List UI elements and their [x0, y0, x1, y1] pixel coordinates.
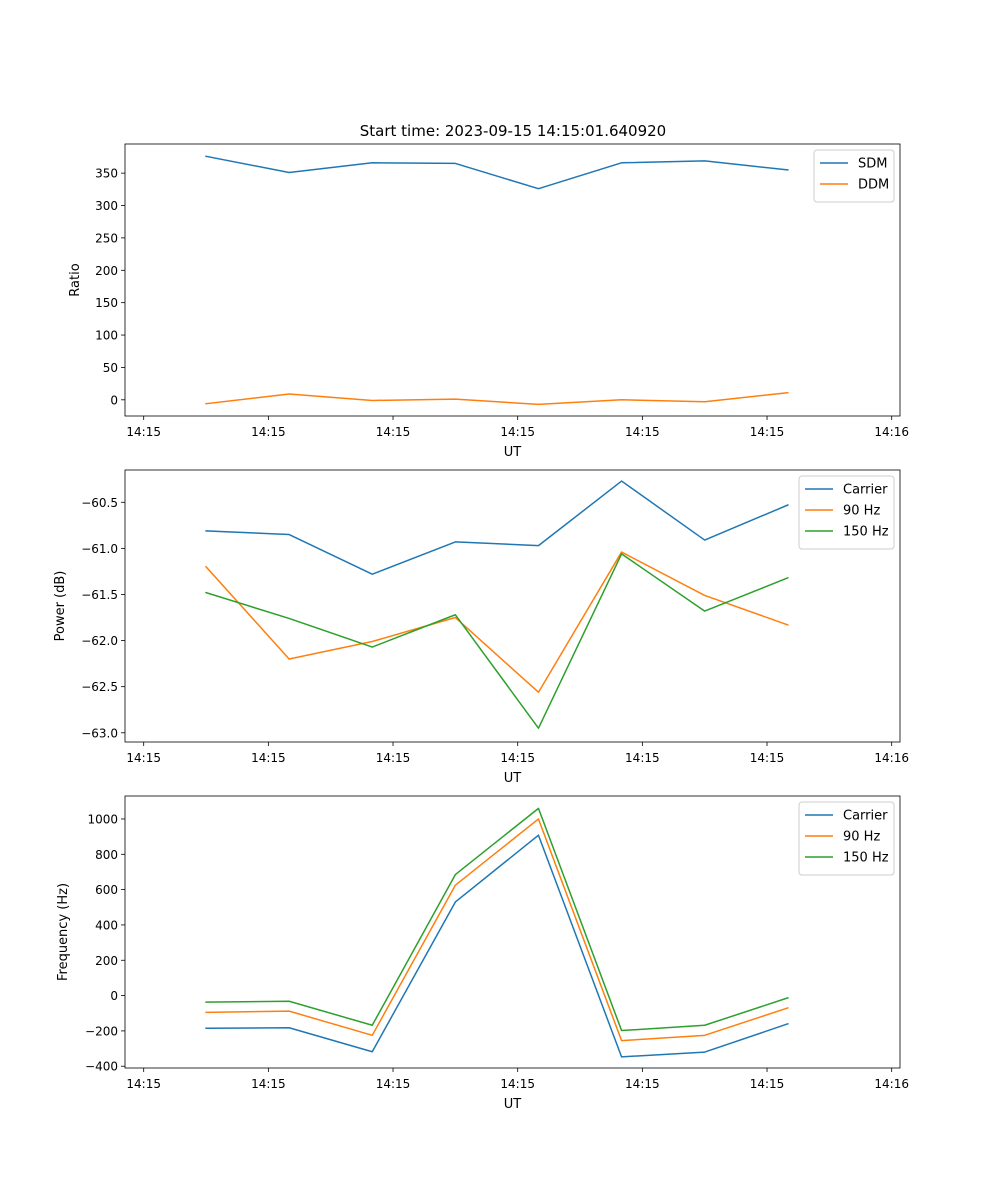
x-tick-label: 14:15	[126, 425, 161, 439]
y-tick-label: 100	[95, 329, 118, 343]
legend-label-90-hz: 90 Hz	[843, 504, 880, 519]
series-line-ddm	[205, 391, 789, 406]
axes-frame	[124, 469, 901, 743]
legend-label-150-hz: 150 Hz	[843, 525, 889, 540]
x-tick-label: 14:15	[126, 751, 161, 765]
x-tick-label: 14:15	[625, 425, 660, 439]
y-tick-label: 600	[95, 883, 118, 897]
x-tick-label: 14:15	[625, 1077, 660, 1091]
y-tick-label: 150	[95, 296, 118, 310]
x-tick-label: 14:15	[251, 751, 286, 765]
y-tick-label: 350	[95, 167, 118, 181]
y-tick-label: −63.0	[81, 726, 118, 740]
x-tick-label: 14:15	[750, 751, 785, 765]
ratio-panel: 14:15 14:15 14:15 14:15 14:15 14:15 14:16 0 50 10…	[68, 143, 909, 460]
x-tick-label: 14:15	[500, 751, 535, 765]
y-tick-label: −60.5	[81, 496, 118, 510]
x-tick-label: 14:15	[750, 425, 785, 439]
x-tick-label: 14:15	[376, 425, 411, 439]
x-axis-label: UT	[504, 1097, 522, 1112]
y-tick-label: −62.0	[81, 634, 118, 648]
series-line-150-hz	[205, 553, 789, 729]
frequency-panel: 14:15 14:15 14:15 14:15 14:15 14:15 14:16 −400 −…	[56, 795, 909, 1112]
power-panel: 14:15 14:15 14:15 14:15 14:15 14:15 14:16 −63.0…	[53, 469, 909, 786]
series-line-90-hz	[204, 551, 789, 693]
axes-frame	[124, 143, 901, 417]
y-tick-label: 50	[103, 361, 118, 375]
legend: SDM DDM	[813, 149, 895, 203]
legend-label-150-hz: 150 Hz	[843, 851, 889, 866]
y-axis-label: Frequency (Hz)	[56, 883, 71, 981]
x-axis-label: UT	[504, 445, 522, 460]
y-tick-label: 400	[95, 918, 118, 932]
y-tick-label: 300	[95, 199, 118, 213]
y-tick-label: 200	[95, 264, 118, 278]
x-tick-label: 14:15	[500, 425, 535, 439]
y-tick-label: −200	[85, 1024, 118, 1038]
x-axis-label: UT	[504, 771, 522, 786]
legend: Carrier 90 Hz 150 Hz	[798, 475, 895, 550]
x-tick-label: 14:15	[750, 1077, 785, 1091]
y-tick-label: 0	[110, 989, 118, 1003]
x-tick-label: 14:15	[500, 1077, 535, 1091]
x-tick-label: 14:15	[625, 751, 660, 765]
x-tick-label: 14:15	[251, 425, 286, 439]
x-tick-label: 14:16	[874, 1077, 909, 1091]
x-tick-label: 14:15	[376, 751, 411, 765]
series-line-sdm	[205, 155, 789, 190]
y-tick-label: 200	[95, 954, 118, 968]
y-tick-label: −61.0	[81, 542, 118, 556]
legend-label-carrier: Carrier	[843, 483, 888, 498]
legend-label-sdm: SDM	[858, 157, 887, 172]
series-line-carrier	[205, 834, 789, 1058]
series-line-carrier	[205, 480, 789, 575]
chart-title: Start time: 2023-09-15 14:15:01.640920	[360, 122, 666, 140]
y-tick-label: −61.5	[81, 588, 118, 602]
x-tick-label: 14:15	[376, 1077, 411, 1091]
x-tick-label: 14:15	[126, 1077, 161, 1091]
legend: Carrier 90 Hz 150 Hz	[798, 801, 895, 876]
legend-label-90-hz: 90 Hz	[843, 830, 880, 845]
y-tick-label: −400	[85, 1060, 118, 1074]
y-tick-label: 250	[95, 231, 118, 245]
x-tick-label: 14:16	[874, 425, 909, 439]
y-tick-label: 0	[110, 393, 118, 407]
y-axis-label: Power (dB)	[53, 571, 68, 642]
y-tick-label: 800	[95, 848, 118, 862]
legend-label-ddm: DDM	[858, 178, 889, 193]
x-tick-label: 14:15	[251, 1077, 286, 1091]
legend-label-carrier: Carrier	[843, 809, 888, 824]
y-axis-label: Ratio	[68, 263, 83, 296]
x-tick-label: 14:16	[874, 751, 909, 765]
y-tick-label: 1000	[87, 812, 118, 826]
series-line-90-hz	[205, 818, 789, 1042]
series-line-150-hz	[205, 807, 789, 1032]
axes-frame	[124, 795, 901, 1069]
y-tick-label: −62.5	[81, 680, 118, 694]
